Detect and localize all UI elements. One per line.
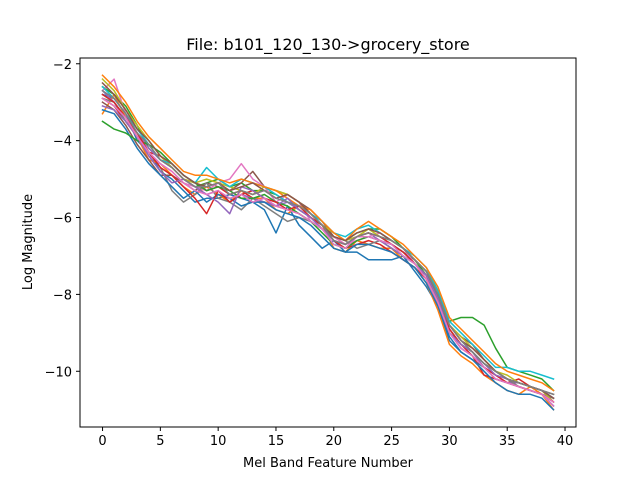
x-axis-label: Mel Band Feature Number [243, 456, 414, 471]
y-axis-ticks: −10 −8 −6 −4 −2 [45, 58, 80, 380]
x-axis-ticks: 0 5 10 15 20 25 30 35 40 [98, 427, 573, 449]
y-tick-label: −6 [53, 212, 72, 227]
series-line-4 [101, 97, 555, 404]
series-line-6 [101, 101, 555, 396]
y-tick-label: −2 [53, 58, 72, 73]
x-tick-label: 15 [268, 434, 285, 449]
series-lines [101, 74, 555, 411]
x-tick-label: 40 [557, 434, 574, 449]
x-tick-label: 20 [326, 434, 343, 449]
x-tick-label: 5 [156, 434, 164, 449]
series-line-18 [101, 89, 555, 396]
chart-title: File: b101_120_130->grocery_store [186, 35, 470, 55]
y-axis-label: Log Magnitude [21, 194, 36, 290]
x-tick-label: 0 [98, 434, 106, 449]
series-line-1 [101, 93, 555, 407]
series-line-12 [101, 74, 555, 392]
y-tick-label: −8 [53, 288, 72, 303]
plot-frame [79, 57, 577, 428]
x-tick-label: 30 [441, 434, 458, 449]
y-tick-label: −4 [53, 135, 72, 150]
series-line-16 [101, 81, 555, 400]
x-tick-label: 10 [210, 434, 227, 449]
x-tick-label: 35 [499, 434, 516, 449]
series-line-11 [101, 108, 555, 411]
x-tick-label: 25 [383, 434, 400, 449]
series-line-17 [101, 97, 555, 404]
series-line-14 [101, 93, 555, 404]
y-tick-label: −10 [45, 365, 72, 380]
